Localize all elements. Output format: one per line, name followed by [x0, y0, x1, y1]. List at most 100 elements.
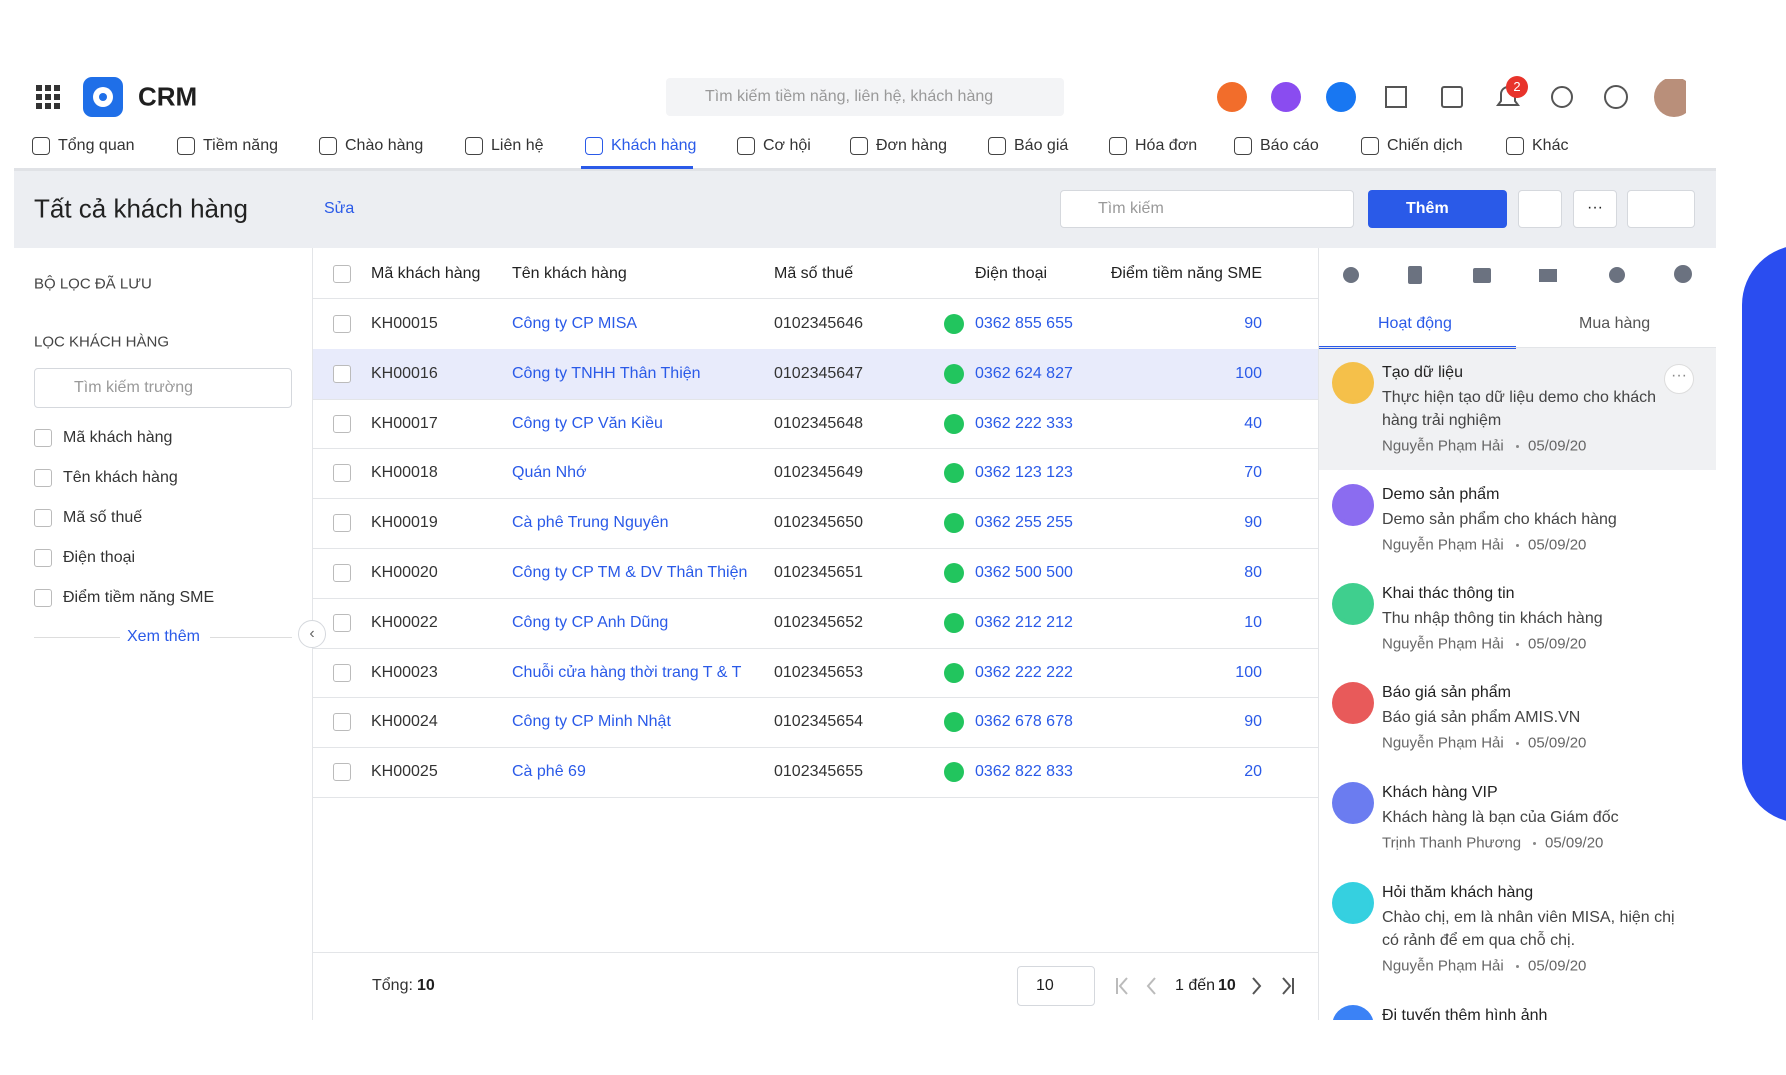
cell: 90: [1244, 713, 1262, 731]
row-border: [313, 697, 1318, 699]
cell: 0102345646: [774, 315, 863, 332]
divider: [210, 637, 292, 638]
cell: KH00023: [371, 663, 438, 681]
nav-item[interactable]: Chiến dịch: [1387, 137, 1463, 154]
tab[interactable]: Mua hàng: [1579, 315, 1651, 332]
column-header[interactable]: Mã khách hàng: [371, 265, 481, 282]
add-button-label[interactable]: Thêm: [1406, 200, 1449, 217]
search-placeholder[interactable]: Tìm kiếm tiềm năng, liên hệ, khách hàng: [705, 88, 994, 105]
search-placeholder[interactable]: Tìm kiếm: [1098, 200, 1164, 217]
collapse-button[interactable]: ‹: [298, 620, 326, 648]
nav-item[interactable]: Đơn hàng: [876, 137, 947, 154]
column-header[interactable]: Điện thoại: [975, 265, 1048, 282]
checkbox[interactable]: [34, 469, 52, 487]
activity-title[interactable]: Đi tuyến thêm hình ảnh: [1382, 1007, 1548, 1024]
nav-item[interactable]: Báo cáo: [1260, 137, 1319, 154]
activity-title[interactable]: Demo sản phẩm: [1382, 486, 1500, 503]
activity-title[interactable]: Hỏi thăm khách hàng: [1382, 884, 1534, 901]
field-search[interactable]: [34, 368, 292, 408]
page-size-select[interactable]: [1017, 966, 1095, 1006]
checkbox[interactable]: [333, 663, 351, 682]
chart-button[interactable]: [1518, 190, 1562, 228]
cell: 0102345648: [774, 414, 863, 432]
search-box[interactable]: [666, 78, 1064, 116]
more-button[interactable]: ···: [1664, 364, 1694, 394]
activity-date: 05/09/20: [1528, 734, 1587, 752]
filter-field[interactable]: Mã số thuế: [63, 509, 143, 526]
activity-description: Khách hàng là bạn của Giám đốc: [1382, 809, 1619, 826]
tab[interactable]: Hoạt động: [1378, 315, 1452, 332]
column-header[interactable]: Tên khách hàng: [512, 265, 627, 282]
checkbox[interactable]: [333, 464, 351, 483]
row-border: [313, 448, 1318, 450]
add-button[interactable]: [1368, 190, 1507, 228]
checkbox[interactable]: [333, 265, 351, 283]
activity-title[interactable]: Khai thác thông tin: [1382, 585, 1515, 602]
nav-item[interactable]: Báo giá: [1014, 137, 1069, 154]
checkbox[interactable]: [333, 414, 351, 433]
nav-icon: [1234, 137, 1252, 155]
more-link[interactable]: Xem thêm: [127, 628, 200, 645]
checkbox[interactable]: [333, 364, 351, 383]
search-input[interactable]: [1060, 190, 1354, 228]
checkbox[interactable]: [34, 509, 52, 527]
cell[interactable]: Cà phê 69: [512, 763, 586, 781]
row-border: [313, 298, 1318, 299]
phone-icon: [944, 662, 964, 683]
activity-title[interactable]: Báo giá sản phẩm: [1382, 684, 1511, 701]
cell: 80: [1244, 564, 1262, 581]
filter-field[interactable]: Điểm tiềm năng SME: [63, 589, 215, 606]
checkbox[interactable]: [333, 564, 351, 582]
checkbox[interactable]: [333, 315, 351, 333]
filter-field[interactable]: Tên khách hàng: [63, 469, 178, 486]
checkbox[interactable]: [34, 549, 52, 567]
nav-item[interactable]: Hóa đơn: [1135, 137, 1198, 154]
checkbox[interactable]: [34, 429, 52, 447]
cell[interactable]: Quán Nhớ: [512, 464, 587, 482]
apps-icon[interactable]: [36, 85, 60, 109]
cell[interactable]: Công ty CP Văn Kiều: [512, 414, 663, 432]
filter-field[interactable]: Mã khách hàng: [63, 429, 173, 446]
nav-underline: [581, 166, 693, 169]
more-button[interactable]: ···: [1573, 190, 1617, 228]
cell[interactable]: Công ty CP Minh Nhật: [512, 713, 671, 731]
nav-item[interactable]: Chào hàng: [345, 137, 424, 154]
saved-filters[interactable]: BỘ LỌC ĐÃ LƯU: [34, 275, 152, 293]
checkbox[interactable]: [333, 514, 351, 533]
cell[interactable]: Công ty TNHH Thân Thiện: [512, 364, 701, 382]
activity-icon: [1332, 583, 1374, 625]
phone-icon: [944, 513, 964, 534]
activity-highlight: [1319, 348, 1716, 470]
nav-item[interactable]: Liên hệ: [491, 137, 544, 154]
column-header[interactable]: Mã số thuế: [774, 265, 854, 282]
cell: 10: [1244, 613, 1262, 631]
activity-date: 05/09/20: [1528, 957, 1587, 975]
row-border: [313, 398, 1318, 400]
cell[interactable]: Cà phê Trung Nguyên: [512, 514, 669, 532]
cell: 0102345655: [774, 763, 863, 781]
cell[interactable]: Chuỗi cửa hàng thời trang T & T: [512, 663, 742, 681]
divider: [14, 168, 1716, 171]
cell[interactable]: Công ty CP TM & DV Thân Thiện: [512, 564, 748, 581]
checkbox[interactable]: [34, 589, 52, 607]
cell[interactable]: Công ty CP MISA: [512, 315, 638, 332]
nav-item[interactable]: Khách hàng: [611, 137, 697, 154]
nav-item[interactable]: Tổng quan: [58, 137, 135, 154]
cell: KH00019: [371, 514, 438, 532]
page-size[interactable]: 10: [1036, 977, 1054, 994]
column-header[interactable]: Điểm tiềm năng SME: [1110, 265, 1262, 282]
edit-link[interactable]: Sửa: [324, 200, 355, 217]
nav-icon: [177, 137, 195, 155]
activity-title[interactable]: Khách hàng VIP: [1382, 784, 1498, 801]
view-button[interactable]: [1627, 190, 1695, 228]
nav-item[interactable]: Tiềm năng: [203, 137, 278, 154]
filter-field[interactable]: Điện thoại: [63, 549, 136, 566]
field-search-placeholder[interactable]: Tìm kiếm trường: [74, 379, 193, 396]
nav-item[interactable]: Cơ hội: [763, 137, 811, 154]
checkbox[interactable]: [333, 763, 351, 782]
checkbox[interactable]: [333, 713, 351, 732]
activity-title[interactable]: Tạo dữ liệu: [1382, 364, 1463, 381]
nav-item[interactable]: Khác: [1532, 137, 1569, 154]
checkbox[interactable]: [333, 613, 351, 632]
cell[interactable]: Công ty CP Anh Dũng: [512, 613, 669, 631]
